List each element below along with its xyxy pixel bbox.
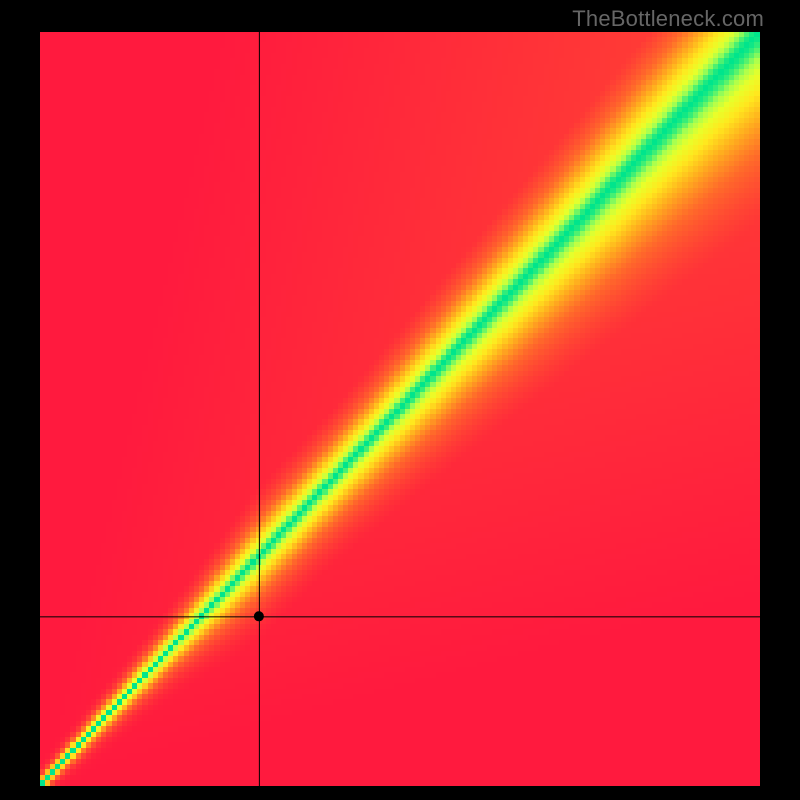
chart-container: { "watermark": "TheBottleneck.com", "cha… [0, 0, 800, 800]
watermark-text: TheBottleneck.com [572, 6, 764, 32]
bottleneck-heatmap [40, 32, 760, 786]
